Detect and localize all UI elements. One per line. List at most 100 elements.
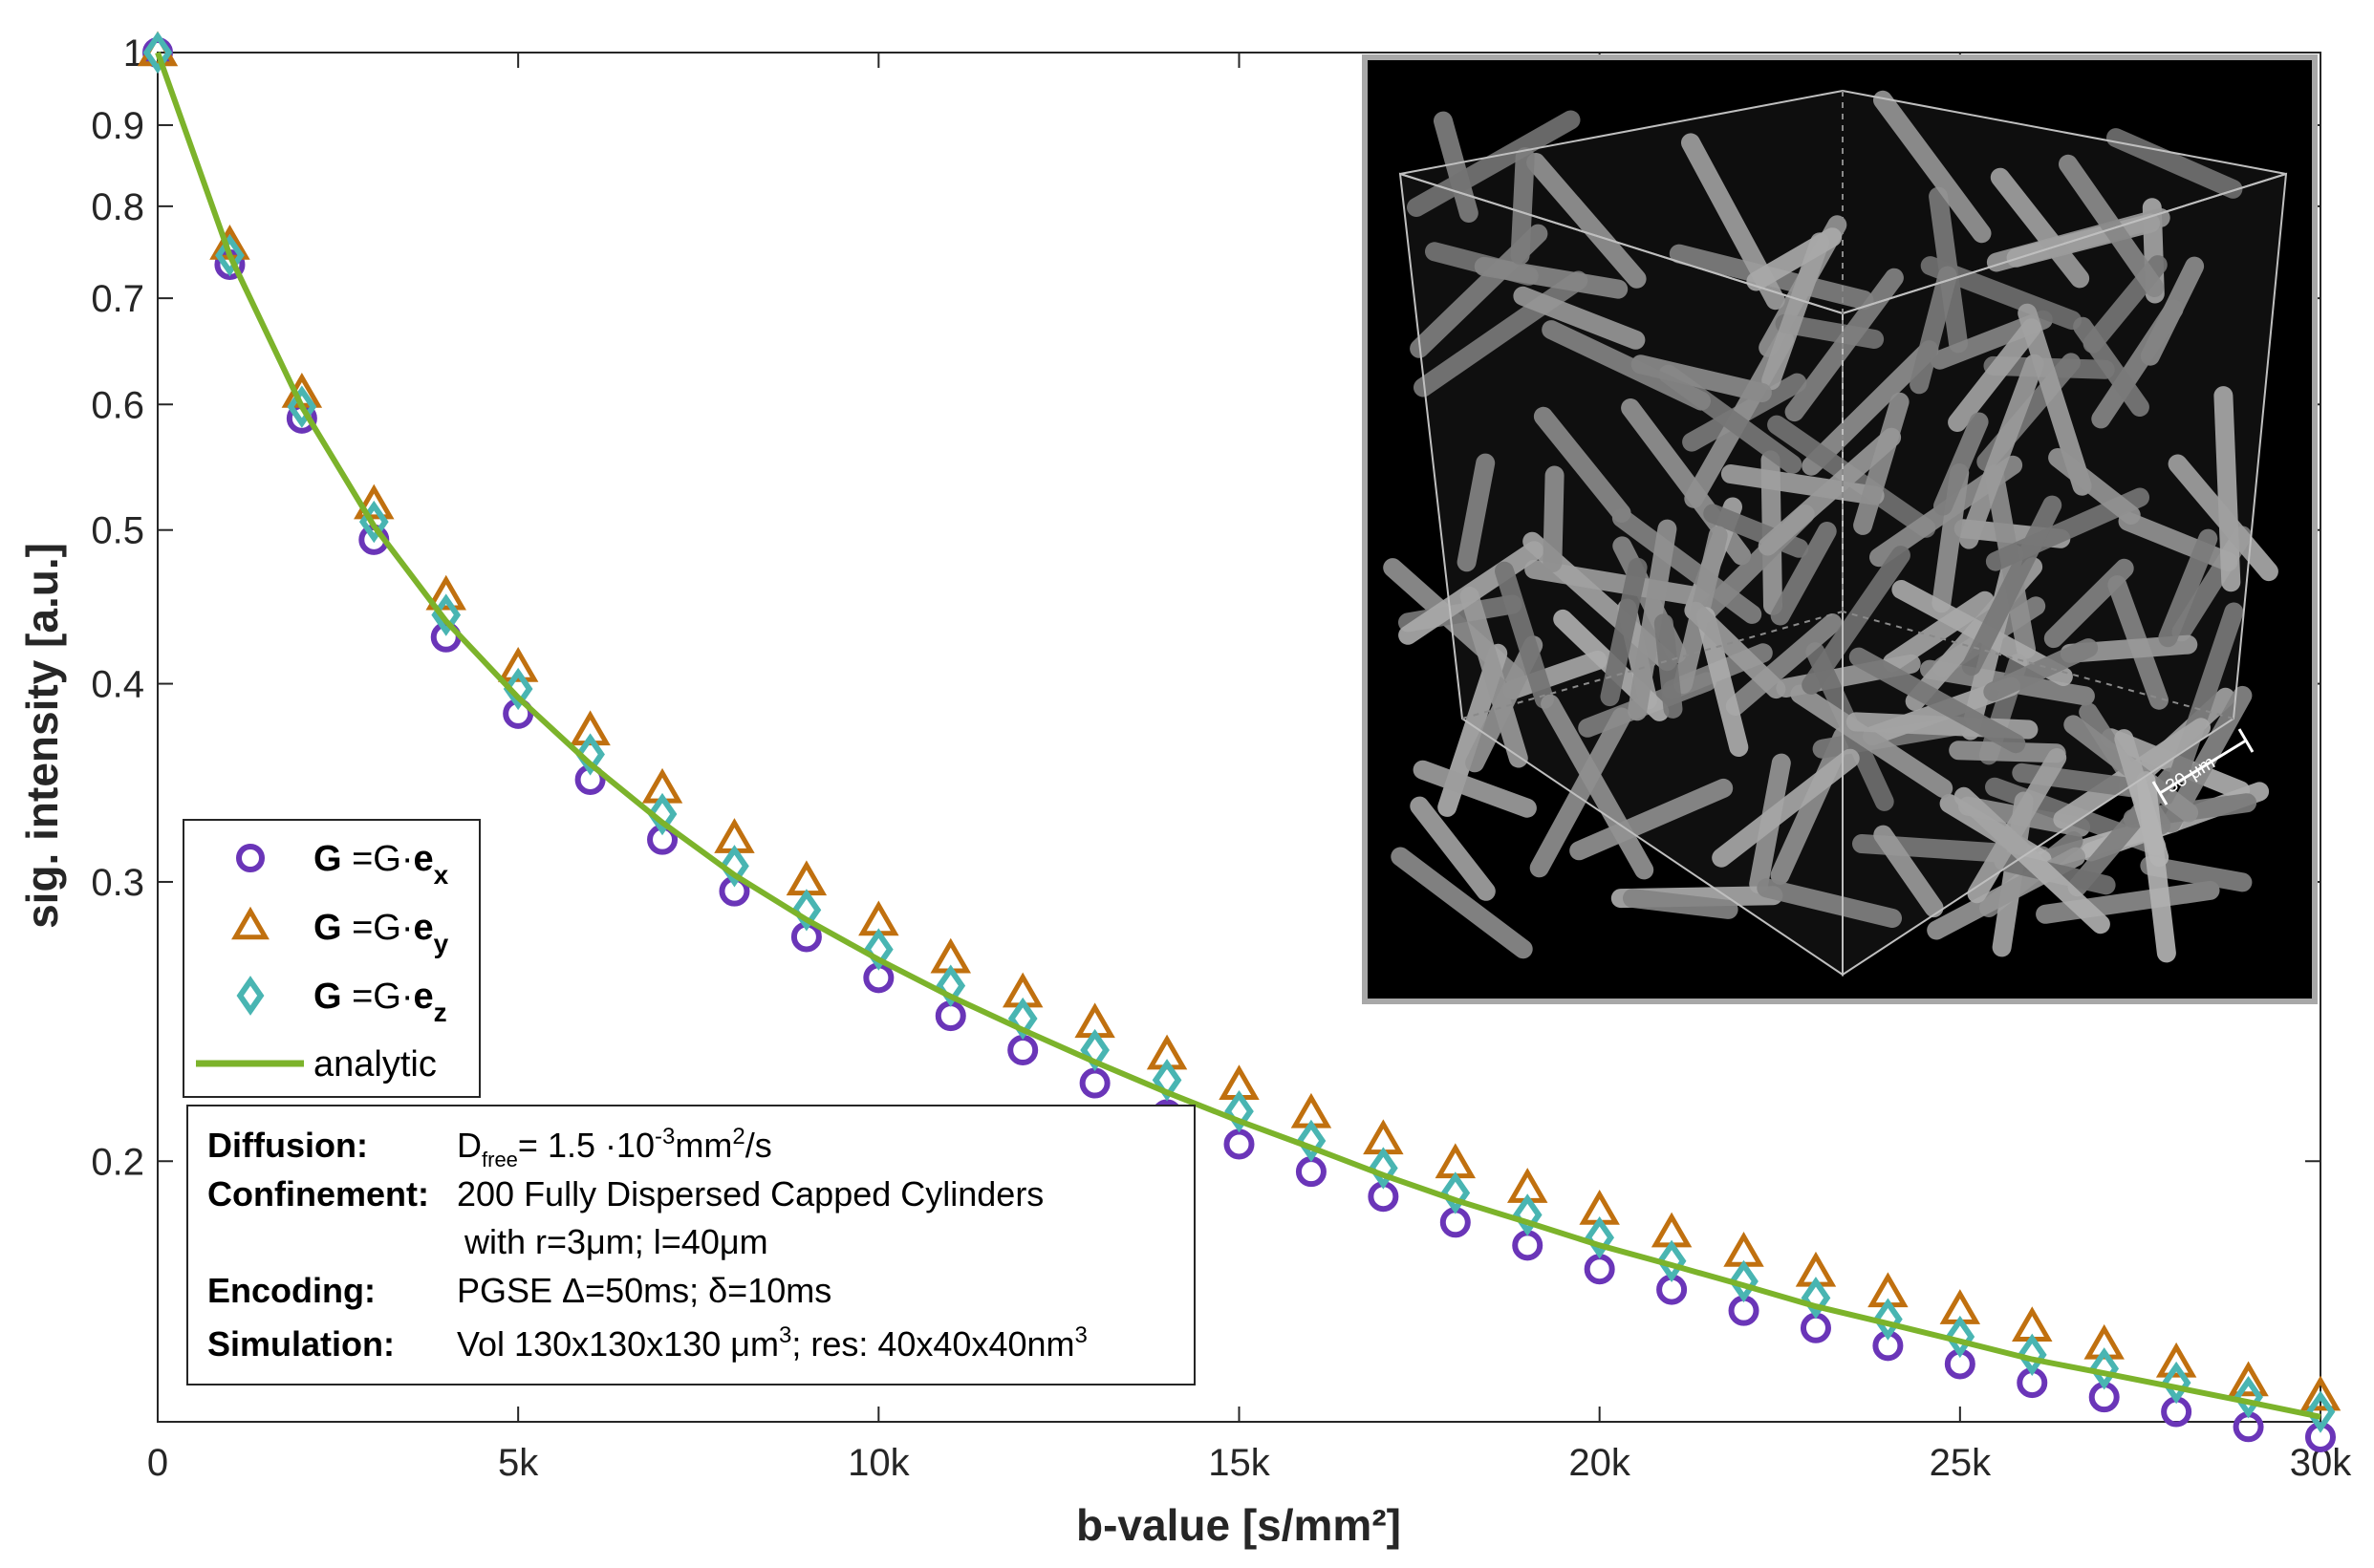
cylinder: [1802, 546, 1910, 695]
cylinder: [1495, 561, 1554, 709]
param-text: D: [457, 1126, 482, 1165]
data-point-triangle: [425, 574, 466, 611]
scale-bar-end: [2237, 728, 2255, 753]
cylinder: [1853, 392, 1910, 535]
cylinder: [1933, 412, 1989, 516]
data-point-diamond: [1007, 997, 1038, 1041]
param-sup: -3: [655, 1124, 675, 1149]
x-tick-label: 15k: [1208, 1442, 1270, 1484]
param-value: with r=3μm; l=40μm: [464, 1222, 768, 1261]
data-point-diamond: [2089, 1347, 2120, 1390]
data-point-triangle: [497, 646, 539, 682]
param-key: Confinement:: [207, 1174, 429, 1214]
cylinder: [1949, 741, 2066, 763]
x-tick-label: 5k: [498, 1442, 539, 1484]
cylinder: [1630, 354, 1772, 402]
cylinder: [1910, 266, 1957, 395]
data-point-diamond: [2305, 1390, 2336, 1433]
data-point-diamond: [142, 31, 173, 75]
cylinder: [2018, 303, 2092, 496]
data-point-diamond: [2234, 1375, 2263, 1419]
param-text: PGSE Δ=50ms; δ=10ms: [457, 1271, 831, 1310]
y-tick-label: 0.8: [91, 186, 144, 228]
y-tick-label: 0.6: [91, 384, 144, 426]
cylinder: [1543, 465, 1565, 572]
cylinder: [1948, 318, 2041, 432]
data-point-diamond: [1080, 1028, 1110, 1072]
cylinder: [1569, 778, 1734, 861]
cylinder: [1720, 464, 1885, 505]
cylinder: [1600, 557, 1648, 707]
data-point-diamond: [1152, 1059, 1182, 1102]
cylinder: [1883, 591, 1995, 673]
cylinder: [1758, 427, 1902, 556]
data-point-diamond: [503, 667, 533, 711]
cube-hidden-edge: [1842, 611, 2234, 720]
series-diamond: [142, 31, 2336, 1433]
cylinder: [2059, 154, 2165, 297]
legend-label-mid: =G·: [342, 908, 414, 948]
data-point-triangle: [2228, 1361, 2269, 1397]
legend-label-mid: =G·: [342, 977, 414, 1017]
data-point-diamond: [1656, 1239, 1687, 1282]
x-tick-label: 10k: [848, 1442, 910, 1484]
legend-label-bold: G: [313, 839, 342, 879]
cylinder: [1510, 147, 1535, 266]
data-point-triangle: [231, 906, 270, 940]
cylinder: [2213, 386, 2241, 592]
cylinder: [1623, 889, 1738, 919]
y-tick-label: 0.3: [91, 862, 144, 904]
y-tick-label: 0.2: [91, 1141, 144, 1183]
param-value: 200 Fully Dispersed Capped Cylinders: [457, 1174, 1044, 1214]
data-point-diamond: [1512, 1193, 1543, 1236]
cylinder: [2048, 448, 2141, 525]
cylinder: [1413, 760, 1537, 818]
y-axis: 0.2 0.3 0.4 0.5 0.6 0.7 0.8 0.9 1: [91, 32, 2320, 1183]
data-point-diamond: [2017, 1333, 2047, 1377]
param-sup: 2: [732, 1124, 745, 1149]
y-tick-label: 0.5: [91, 510, 144, 552]
data-point-diamond: [647, 792, 678, 836]
legend-label-vec: e: [414, 977, 434, 1017]
analytic-line: [155, 51, 2321, 1420]
legend-label-sub: x: [434, 860, 449, 890]
series-layer: [137, 31, 2342, 1452]
param-value: Vol 130x130x130 μm3; res: 40x40x40nm3: [457, 1322, 1088, 1364]
cylinder: [1410, 796, 1496, 901]
legend-label: G =G·ey: [313, 908, 449, 958]
data-point-diamond: [1296, 1119, 1327, 1163]
cylinder: [1541, 694, 1654, 880]
cylinder: [1790, 684, 1953, 798]
legend-label: analytic: [313, 1044, 437, 1085]
cylinder: [1513, 286, 1646, 350]
data-point-diamond: [1369, 1147, 1398, 1190]
cylinder: [1391, 847, 1533, 959]
param-sup: 3: [779, 1322, 791, 1348]
param-value: PGSE Δ=50ms; δ=10ms: [457, 1271, 831, 1310]
data-point-diamond: [215, 234, 245, 277]
param-key: Simulation:: [207, 1324, 395, 1364]
param-key: Encoding:: [207, 1271, 376, 1310]
param-sup: 3: [1075, 1322, 1088, 1348]
cylinder: [2158, 528, 2218, 648]
cylinder: [1761, 232, 1830, 391]
data-point-diamond: [1945, 1315, 1975, 1359]
param-text: Vol 130x130x130 μm: [457, 1324, 779, 1364]
cylinder: [2168, 454, 2278, 582]
cylinder: [1873, 825, 1944, 918]
param-value: Dfree= 1.5 ·10-3mm2/s: [457, 1124, 772, 1171]
param-text: = 1.5 ·10: [518, 1126, 655, 1165]
x-tick-label: 25k: [1930, 1442, 1992, 1484]
cylinder: [1542, 320, 1711, 411]
x-axis-title: b-value [s/mm²]: [1076, 1500, 1401, 1550]
cylinder: [1967, 748, 2067, 904]
data-point-diamond: [236, 976, 265, 1016]
data-point-diamond: [1224, 1089, 1254, 1133]
param-key: Diffusion:: [207, 1126, 368, 1165]
data-point-diamond: [1801, 1277, 1831, 1320]
param-text: 200 Fully Dispersed Capped Cylinders: [457, 1174, 1044, 1214]
data-point-diamond: [863, 928, 894, 971]
cylinder: [1459, 587, 1528, 768]
